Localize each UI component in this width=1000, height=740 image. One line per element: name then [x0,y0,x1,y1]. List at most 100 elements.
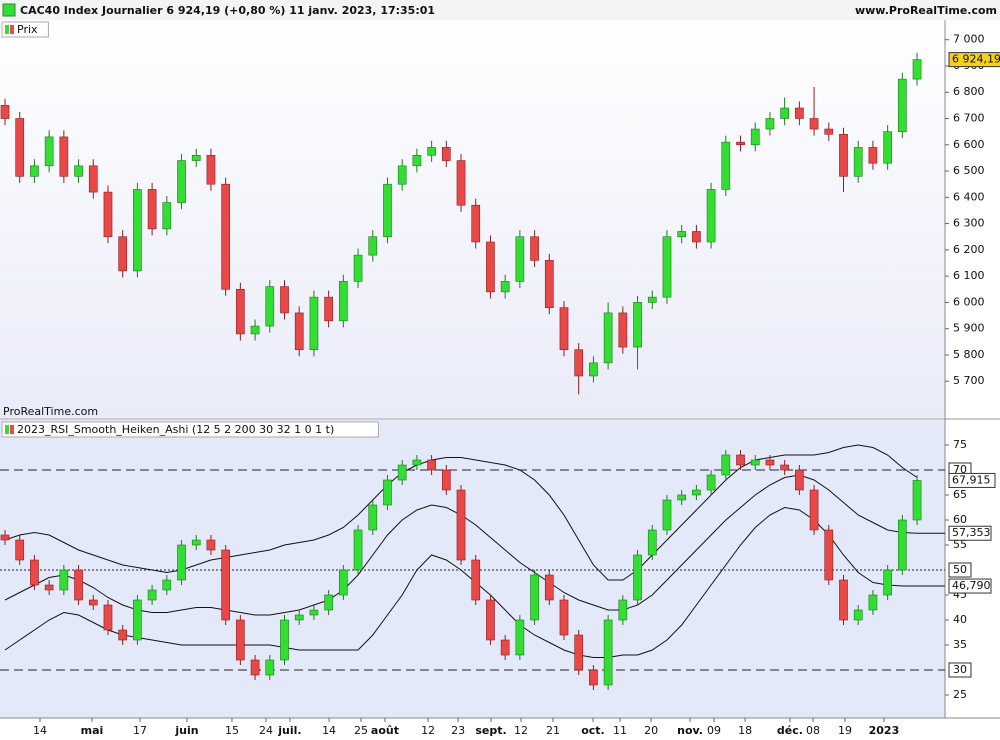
candle-body [618,312,628,348]
y-tick-label: 6 400 [953,190,985,203]
candle-body [427,147,436,156]
candle-body [883,131,892,164]
y-tick-label: 55 [953,538,967,551]
band-label-box [948,578,992,594]
candle-body [780,107,790,119]
candle-body [603,619,613,686]
candle-body [15,539,25,561]
x-tick-label: 12 [514,724,528,737]
candle-body [397,165,407,185]
candle-body [353,529,363,571]
candle-body [368,236,378,256]
x-tick-label: 14 [322,724,336,737]
candle-body [191,539,201,546]
y-tick-label: 7 000 [953,33,985,46]
x-tick-label: 20 [644,724,658,737]
band-label: 57,353 [952,526,991,539]
header-bar [0,0,1000,20]
candle-body [206,154,216,185]
candle-body [280,286,289,314]
candle-body [221,183,231,290]
candle-body [589,362,598,377]
close-label: 6 924,19 [952,53,1000,66]
y-tick-label: 6 600 [953,138,985,151]
candle-body [530,236,539,261]
x-tick-label: 21 [546,724,560,737]
legend-box [1,421,379,438]
candle-body [265,286,275,327]
candle-body [692,231,701,243]
x-tick-label: 2023 [869,724,900,737]
candle-body [868,147,878,164]
candle-body [574,634,584,671]
candle-body [500,639,510,656]
candle-body [74,569,83,601]
candle-body [765,118,775,130]
candle-body [427,459,436,471]
candle-body [250,325,260,335]
candle-body [912,480,922,521]
y-tick-label: 5 900 [953,322,985,335]
x-tick-label: 24 [259,724,273,737]
candle-body [662,499,672,531]
x-tick-label: 23 [451,724,465,737]
x-tick-label: 12 [421,724,435,737]
candle-body [265,659,275,676]
candle-body [88,165,98,193]
candle-body [868,594,878,611]
candle-body [544,574,554,601]
header-site[interactable]: www.ProRealTime.com [855,4,997,17]
close-label: 67,915 [952,473,991,486]
candle-body [338,569,348,596]
level-label: 70 [953,463,967,476]
y-tick-label: 75 [953,438,967,451]
level-label-box [948,562,972,578]
candle-body [309,296,319,350]
candle-body [324,594,333,611]
candle-body [177,544,186,581]
header-title: CAC40 Index Journalier 6 924,19 (+0,80 %… [20,4,435,17]
candle-body [338,281,348,322]
x-tick-label: 14 [33,724,47,737]
candle-body [603,312,613,364]
band-line [4,506,918,658]
band-line [4,444,918,581]
x-tick-label: 18 [738,724,752,737]
candle-body [897,519,907,571]
candle-body [736,454,745,466]
level-label: 50 [953,563,967,576]
band-label-box [948,525,992,541]
legend-icon-up [5,25,9,34]
candle-body [471,559,481,601]
candle-body [544,260,554,308]
candle-body [191,154,201,161]
x-tick-label: 08 [806,724,820,737]
candle-body [559,307,569,350]
candle-body [750,459,760,466]
candle-body [206,539,216,551]
close-label-box [948,52,1000,68]
candle-body [15,118,25,177]
candle-body [30,559,39,586]
candle-body [162,579,172,591]
y-tick-label: 6 500 [953,164,985,177]
candle-body [471,204,481,243]
candle-body [280,619,289,661]
candle-body [309,609,319,616]
candle-body [353,254,363,282]
candle-body [177,160,186,203]
candle-body [853,609,863,621]
candle-body [633,302,642,348]
candle-body [412,459,422,466]
level-label: 30 [953,663,967,676]
candle-body [456,489,466,561]
candle-body [780,464,790,471]
candle-body [530,574,539,621]
legend-icon-up [5,425,9,434]
candle-body [736,141,745,146]
legend-label: Prix [17,23,38,36]
candle-body [383,479,392,506]
candle-body [574,349,584,377]
x-tick-label: nov. [677,724,703,737]
candle-body [441,147,451,161]
